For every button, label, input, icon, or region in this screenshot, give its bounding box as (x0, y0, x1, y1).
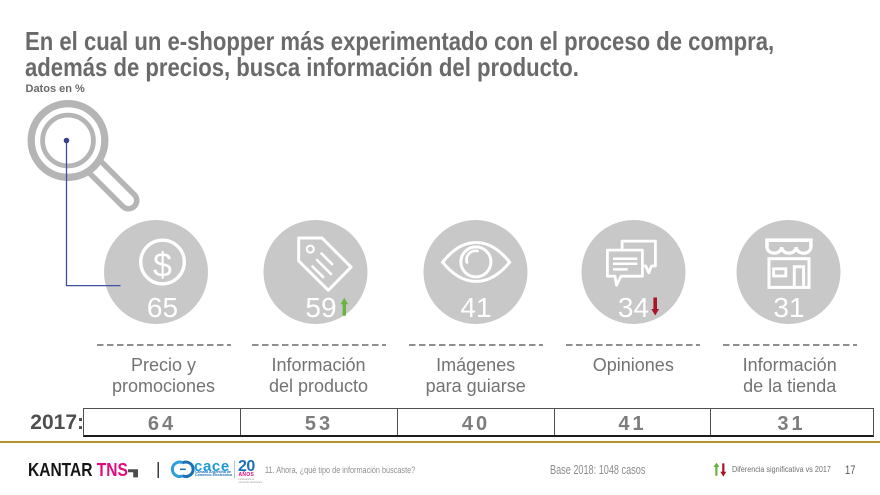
svg-text:$: $ (153, 246, 172, 284)
